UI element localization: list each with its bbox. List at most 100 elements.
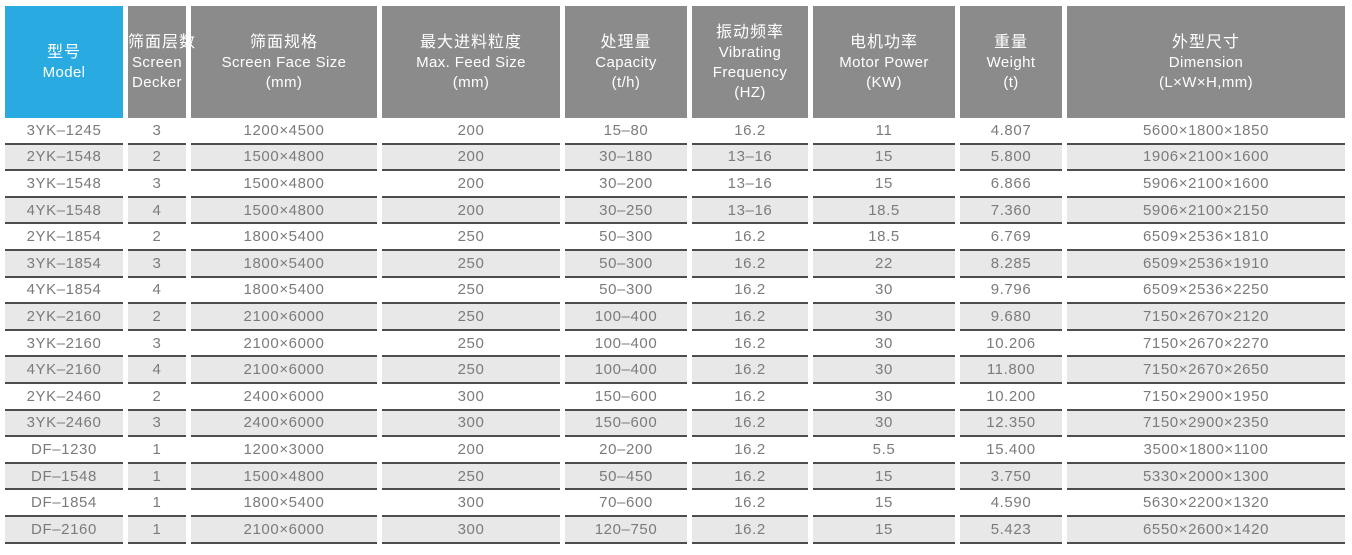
cell-max-feed-size: 200 [382,171,560,198]
cell-screen-face-size: 2100×6000 [191,357,377,384]
column-header-capacity: 处理量 Capacity (t/h) [565,6,687,118]
cell-max-feed-size: 250 [382,250,560,278]
cell-weight: 10.206 [960,330,1062,358]
cell-model: DF–1854 [5,490,123,517]
header-label-line: Screen Face Size [221,53,347,71]
cell-vibrating-frequency: 16.2 [692,250,808,278]
cell-motor-power: 5.5 [813,437,955,464]
header-label-line: 最大进料粒度 [419,33,522,51]
header-label-line: Max. Feed Size [416,53,526,71]
cell-motor-power: 30 [813,277,955,305]
cell-screen-face-size: 1200×4500 [191,118,377,145]
cell-weight: 11.800 [960,357,1062,384]
cell-weight: 15.400 [960,437,1062,464]
cell-capacity: 50–300 [565,250,687,278]
cell-weight: 9.796 [960,277,1062,305]
cell-screen-decker: 2 [128,383,186,411]
cell-max-feed-size: 250 [382,463,560,491]
header-label-line: (mm) [452,73,490,91]
cell-motor-power: 11 [813,118,955,145]
cell-capacity: 30–180 [565,144,687,172]
cell-screen-decker: 2 [128,304,186,331]
cell-max-feed-size: 300 [382,516,560,544]
header-label-line: Screen [132,53,182,71]
cell-screen-face-size: 1800×5400 [191,250,377,278]
table-row: 3YK–1245 3 1200×4500 200 15–80 16.2 11 4.807 560… [5,118,1345,145]
cell-vibrating-frequency: 13–16 [692,197,808,225]
cell-vibrating-frequency: 16.2 [692,383,808,411]
cell-max-feed-size: 300 [382,410,560,438]
cell-vibrating-frequency: 13–16 [692,171,808,198]
column-header-max-feed-size: 最大进料粒度 Max. Feed Size (mm) [382,6,560,118]
header-label-line: Weight [986,53,1036,71]
cell-dimension: 7150×2670×2120 [1067,304,1345,331]
cell-model: 3YK–1245 [5,118,123,145]
cell-vibrating-frequency: 16.2 [692,410,808,438]
header-label-line: 电机功率 [849,33,918,51]
header-label-line: Motor Power [839,53,929,71]
cell-weight: 6.866 [960,171,1062,198]
cell-screen-decker: 3 [128,118,186,145]
cell-weight: 4.590 [960,490,1062,517]
table-row: 2YK–2160 2 2100×6000 250 100–400 16.2 30 9.680 7… [5,304,1345,331]
cell-model: 3YK–2160 [5,330,123,358]
cell-model: DF–1230 [5,437,123,464]
cell-vibrating-frequency: 16.2 [692,277,808,305]
cell-max-feed-size: 250 [382,224,560,251]
header-label-line: (HZ) [734,83,766,101]
table-row: 2YK–1854 2 1800×5400 250 50–300 16.2 18.5 6.769… [5,224,1345,251]
cell-model: 3YK–2460 [5,410,123,438]
table-row: DF–2160 1 2100×6000 300 120–750 16.2 15 5.423 65… [5,516,1345,544]
table-row: DF–1548 1 1500×4800 250 50–450 16.2 15 3.750 533… [5,463,1345,491]
header-label-line: (t/h) [611,73,641,91]
cell-model: 4YK–1548 [5,197,123,225]
cell-motor-power: 18.5 [813,197,955,225]
cell-screen-decker: 3 [128,330,186,358]
cell-vibrating-frequency: 16.2 [692,490,808,517]
cell-screen-face-size: 2100×6000 [191,304,377,331]
cell-vibrating-frequency: 13–16 [692,144,808,172]
cell-model: 4YK–1854 [5,277,123,305]
table-row: 3YK–1854 3 1800×5400 250 50–300 16.2 22 8.285 65… [5,250,1345,278]
cell-vibrating-frequency: 16.2 [692,463,808,491]
cell-model: DF–1548 [5,463,123,491]
cell-motor-power: 15 [813,144,955,172]
cell-capacity: 30–250 [565,197,687,225]
cell-capacity: 150–600 [565,410,687,438]
cell-screen-face-size: 1500×4800 [191,463,377,491]
cell-weight: 3.750 [960,463,1062,491]
header-label-line: 处理量 [600,33,652,51]
cell-max-feed-size: 250 [382,304,560,331]
cell-capacity: 20–200 [565,437,687,464]
cell-max-feed-size: 200 [382,437,560,464]
vibrating-screen-spec-table: 型号 Model 筛面层数 Screen Decker 筛面规格 Screen Face S… [0,6,1350,544]
header-label-line: Decker [132,73,182,91]
cell-vibrating-frequency: 16.2 [692,118,808,145]
table-row: 3YK–2460 3 2400×6000 300 150–600 16.2 30 12.350… [5,410,1345,438]
cell-screen-decker: 1 [128,463,186,491]
cell-screen-decker: 1 [128,490,186,517]
cell-capacity: 50–450 [565,463,687,491]
table-header: 型号 Model 筛面层数 Screen Decker 筛面规格 Screen Face S… [5,6,1345,118]
cell-dimension: 6509×2536×1910 [1067,250,1345,278]
cell-capacity: 30–200 [565,171,687,198]
header-row: 型号 Model 筛面层数 Screen Decker 筛面规格 Screen Face S… [5,6,1345,118]
table-body: 3YK–1245 3 1200×4500 200 15–80 16.2 11 4.807 560… [5,118,1345,544]
cell-max-feed-size: 200 [382,144,560,172]
cell-motor-power: 15 [813,516,955,544]
cell-screen-decker: 2 [128,144,186,172]
header-label-line: 筛面层数 [128,33,197,51]
cell-screen-face-size: 2100×6000 [191,516,377,544]
cell-screen-decker: 1 [128,437,186,464]
cell-screen-face-size: 1500×4800 [191,197,377,225]
cell-capacity: 100–400 [565,330,687,358]
cell-dimension: 7150×2670×2650 [1067,357,1345,384]
cell-dimension: 6509×2536×2250 [1067,277,1345,305]
cell-model: 4YK–2160 [5,357,123,384]
cell-weight: 8.285 [960,250,1062,278]
cell-dimension: 6509×2536×1810 [1067,224,1345,251]
column-header-dimension: 外型尺寸 Dimension (L×W×H,mm) [1067,6,1345,118]
header-label-line: 型号 [46,43,81,61]
cell-motor-power: 18.5 [813,224,955,251]
cell-screen-decker: 3 [128,171,186,198]
